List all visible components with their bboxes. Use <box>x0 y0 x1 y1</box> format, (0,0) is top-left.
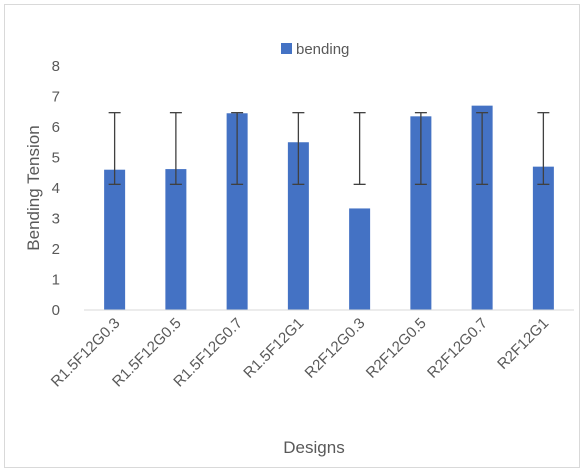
y-tick-label: 5 <box>52 150 60 167</box>
error-bar-R2F12G1 <box>537 112 550 185</box>
y-tick-label: 6 <box>52 119 60 136</box>
y-axis-ticks: 0 1 2 3 4 5 6 7 8 <box>52 58 60 319</box>
error-bar-R1.5F12G1 <box>292 112 305 185</box>
x-axis-ticks: R1.5F12G0.3R1.5F12G0.5R1.5F12G0.7R1.5F12… <box>48 315 552 391</box>
y-tick-label: 8 <box>52 58 60 75</box>
error-bar-R1.5F12G0.3 <box>108 112 121 185</box>
legend-label-bending: bending <box>296 41 349 58</box>
x-tick-label: R2F12G1 <box>494 315 552 373</box>
error-bar-R1.5F12G0.7 <box>231 112 244 185</box>
bar-R2F12G0.3 <box>349 208 371 310</box>
error-bar-R2F12G0.3 <box>353 112 366 185</box>
error-bar-R2F12G0.5 <box>414 112 427 185</box>
y-tick-label: 4 <box>52 180 60 197</box>
x-tick-label: R1.5F12G1 <box>240 315 307 382</box>
y-tick-label: 0 <box>52 302 60 319</box>
legend: bending <box>281 41 349 58</box>
bar-R2F12G0.7 <box>471 105 493 311</box>
y-axis-title: Bending Tension <box>24 125 43 250</box>
error-bars <box>108 112 550 185</box>
y-tick-label: 1 <box>52 272 60 289</box>
bars <box>104 105 554 311</box>
error-bar-R2F12G0.7 <box>476 112 489 185</box>
x-tick-label: R2F12G0.3 <box>302 315 369 382</box>
x-tick-label: R2F12G0.5 <box>363 315 430 382</box>
legend-swatch-bending <box>281 43 292 54</box>
y-tick-label: 7 <box>52 89 60 106</box>
bar-R1.5F12G0.3 <box>104 169 126 310</box>
bar-R2F12G1 <box>532 166 554 310</box>
x-axis-title: Designs <box>283 438 344 457</box>
y-tick-label: 3 <box>52 211 60 228</box>
bar-R1.5F12G0.7 <box>226 113 248 311</box>
y-tick-label: 2 <box>52 241 60 258</box>
bar-R2F12G0.5 <box>410 116 432 310</box>
x-tick-label: R2F12G0.7 <box>424 315 491 382</box>
error-bar-R1.5F12G0.5 <box>169 112 182 185</box>
bar-R1.5F12G0.5 <box>165 169 187 310</box>
